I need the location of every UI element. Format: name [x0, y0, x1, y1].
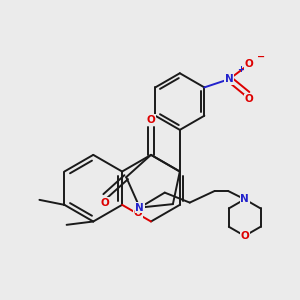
Text: O: O — [245, 59, 254, 69]
Text: N: N — [240, 194, 249, 204]
Text: N: N — [225, 74, 234, 84]
Text: O: O — [134, 208, 142, 218]
Text: +: + — [237, 65, 244, 74]
Text: O: O — [240, 231, 249, 241]
Text: O: O — [245, 94, 254, 104]
Text: O: O — [101, 198, 110, 208]
Text: O: O — [147, 115, 155, 125]
Text: N: N — [135, 202, 144, 213]
Text: −: − — [257, 52, 265, 62]
